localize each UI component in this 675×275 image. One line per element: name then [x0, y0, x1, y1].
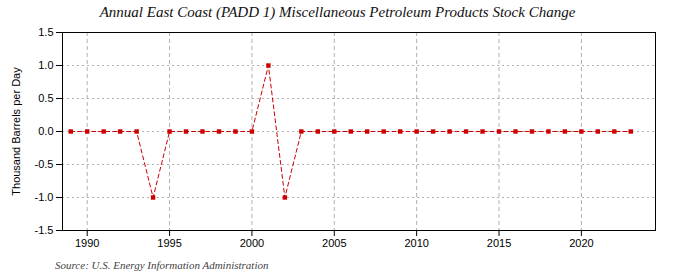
html-text:Source: U.S. Energy Informatio: Source: U.S. Energy Information Administ… — [55, 259, 269, 271]
svg-text:Thousand Barrels per Day: Thousand Barrels per Day — [10, 67, 22, 196]
svg-text:2020: 2020 — [569, 237, 593, 249]
svg-text:-1.5: -1.5 — [35, 224, 54, 236]
svg-text:2005: 2005 — [322, 237, 346, 249]
svg-text:1990: 1990 — [75, 237, 99, 249]
svg-text:-0.5: -0.5 — [35, 158, 54, 170]
svg-text:0.5: 0.5 — [38, 92, 53, 104]
svg-text:2010: 2010 — [404, 237, 428, 249]
svg-text:2000: 2000 — [240, 237, 264, 249]
svg-text:1.0: 1.0 — [38, 59, 53, 71]
svg-text:1995: 1995 — [157, 237, 181, 249]
svg-text:-1.0: -1.0 — [35, 191, 54, 203]
html-text:Annual East Coast (PADD 1) Mis: Annual East Coast (PADD 1) Miscellaneous… — [99, 4, 576, 20]
svg-text:0.0: 0.0 — [38, 125, 53, 137]
svg-text:2015: 2015 — [487, 237, 511, 249]
svg-text:1.5: 1.5 — [38, 26, 53, 38]
